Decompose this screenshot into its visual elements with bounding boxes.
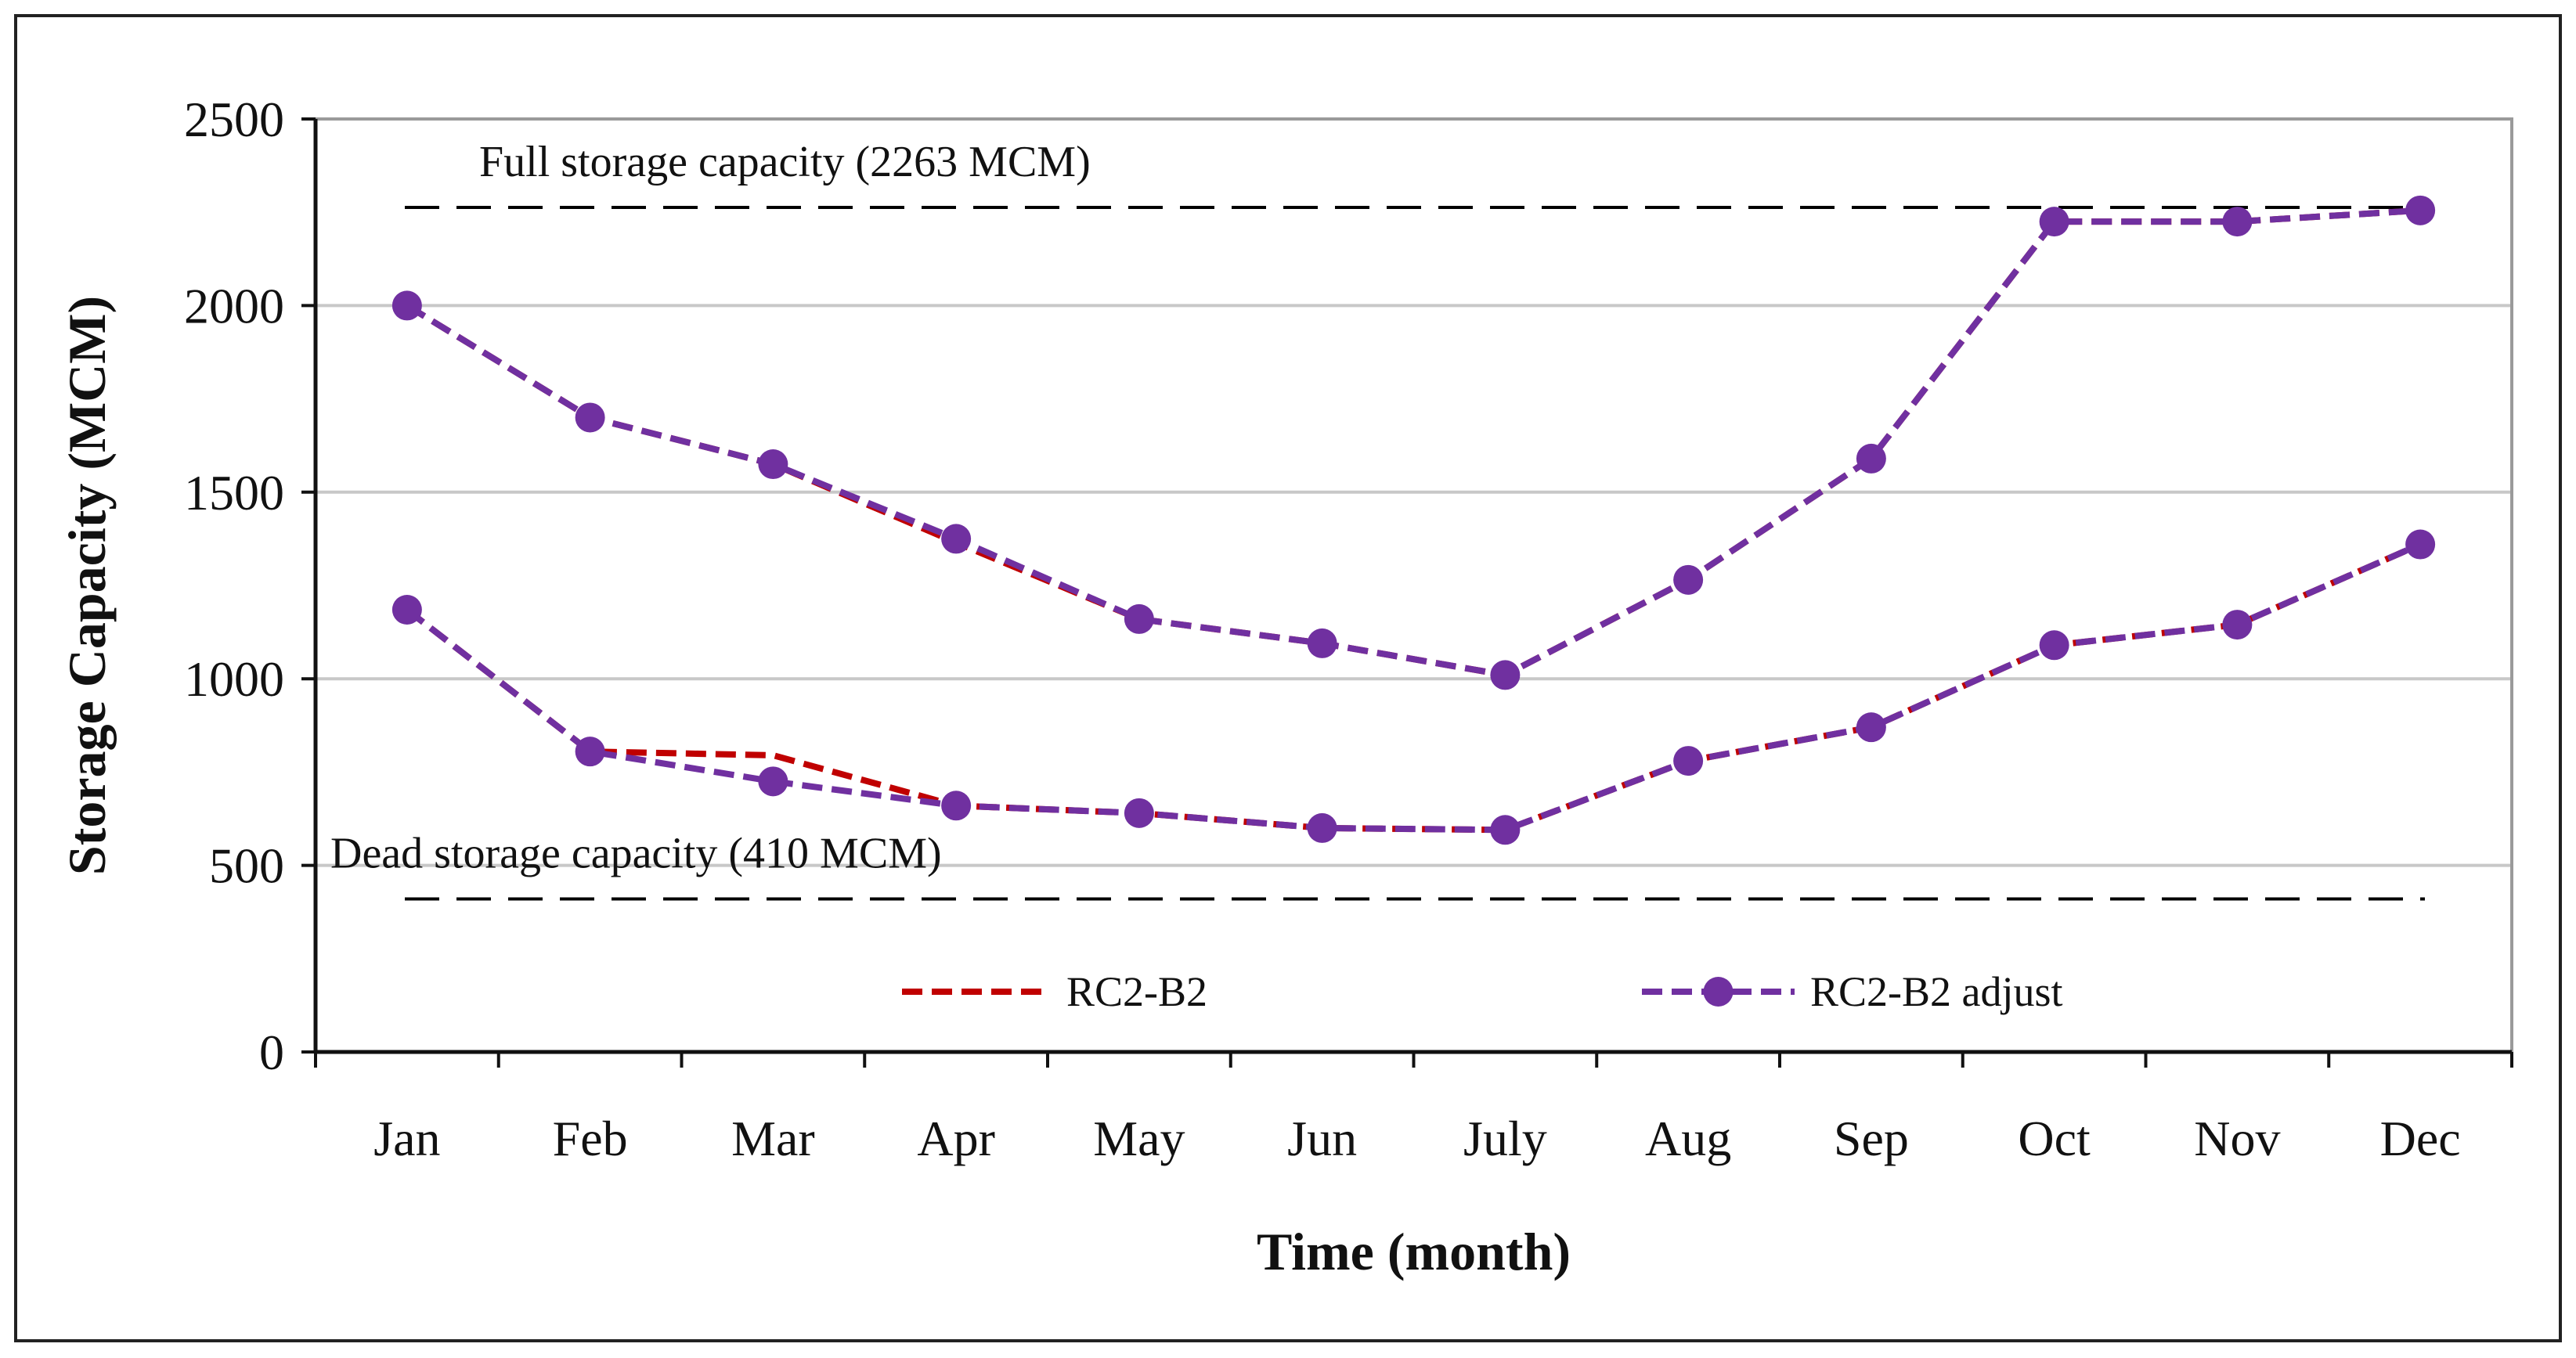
data-point: [2222, 610, 2253, 640]
data-point: [2039, 630, 2069, 661]
y-tick-label: 500: [209, 838, 284, 894]
x-tick-label: Feb: [553, 1111, 628, 1166]
series-group: [391, 195, 2436, 845]
data-point: [391, 594, 422, 625]
legend-marker: [1703, 977, 1734, 1007]
legend-label: RC2-B2: [1066, 968, 1207, 1015]
y-axis-title: Storage Capacity (MCM): [57, 296, 117, 875]
y-tick-label: 2500: [184, 92, 284, 147]
data-point: [1673, 564, 1704, 595]
series-line: [405, 541, 2422, 834]
data-point: [758, 449, 788, 480]
x-tick-label: Sep: [1834, 1111, 1909, 1166]
data-point: [1673, 746, 1704, 776]
plot-border: [314, 117, 2513, 1054]
dead-storage-label: Dead storage capacity (410 MCM): [330, 830, 942, 878]
series-line: [405, 207, 2421, 679]
x-tick-label: Oct: [2018, 1111, 2091, 1166]
series-line: [405, 207, 2421, 679]
x-tick-label: Dec: [2380, 1111, 2461, 1166]
data-point: [941, 524, 972, 554]
data-point: [1307, 628, 1337, 658]
x-tick-label: May: [1093, 1111, 1185, 1166]
data-point: [1856, 712, 1886, 743]
data-point: [575, 402, 605, 433]
storage-capacity-chart: Full storage capacity (2263 MCM) Dead sto…: [57, 92, 2513, 1281]
data-point: [2405, 529, 2436, 560]
x-tick-label: Aug: [1645, 1111, 1731, 1166]
x-tick-label: Apr: [917, 1111, 995, 1166]
data-point: [2405, 195, 2436, 225]
series-rc2-b2-adjust: [391, 195, 2436, 845]
data-point: [758, 766, 788, 797]
axes: [301, 117, 2513, 1068]
plot-area: [314, 117, 2513, 1054]
series-line: [405, 541, 2422, 834]
series-rc2-b2: [405, 207, 2422, 834]
y-tick-label: 2000: [184, 278, 284, 333]
data-point: [2222, 207, 2253, 237]
data-point: [2039, 207, 2069, 237]
data-point: [1124, 603, 1154, 634]
x-axis-title: Time (month): [1257, 1222, 1571, 1281]
chart-frame: Full storage capacity (2263 MCM) Dead sto…: [14, 14, 2562, 1342]
data-point: [1490, 815, 1521, 845]
legend-label: RC2-B2 adjust: [1810, 968, 2063, 1015]
y-tick-label: 0: [259, 1025, 284, 1080]
legend: RC2-B2 RC2-B2 adjust: [902, 968, 2063, 1015]
y-tick-label: 1500: [184, 465, 284, 521]
x-tick-label: Jan: [373, 1111, 440, 1166]
data-point: [1856, 443, 1886, 474]
data-point: [391, 290, 422, 321]
data-point: [1490, 660, 1521, 690]
data-point: [1124, 798, 1154, 828]
data-point: [1307, 812, 1337, 843]
reference-lines: Full storage capacity (2263 MCM) Dead sto…: [330, 138, 2425, 901]
y-tick-label: 1000: [184, 651, 284, 707]
x-tick-label: Jun: [1287, 1111, 1357, 1166]
data-point: [575, 737, 605, 767]
x-tick-label: Nov: [2194, 1111, 2280, 1166]
data-point: [941, 791, 972, 821]
x-tick-label: Mar: [731, 1111, 815, 1166]
tick-labels: 0 500 1000 1500 2000 2500 Jan Feb Mar Apr May Jun Ju…: [184, 92, 2461, 1166]
x-tick-label: July: [1463, 1111, 1547, 1166]
full-storage-label: Full storage capacity (2263 MCM): [479, 138, 1091, 186]
gridlines: [316, 304, 2512, 867]
